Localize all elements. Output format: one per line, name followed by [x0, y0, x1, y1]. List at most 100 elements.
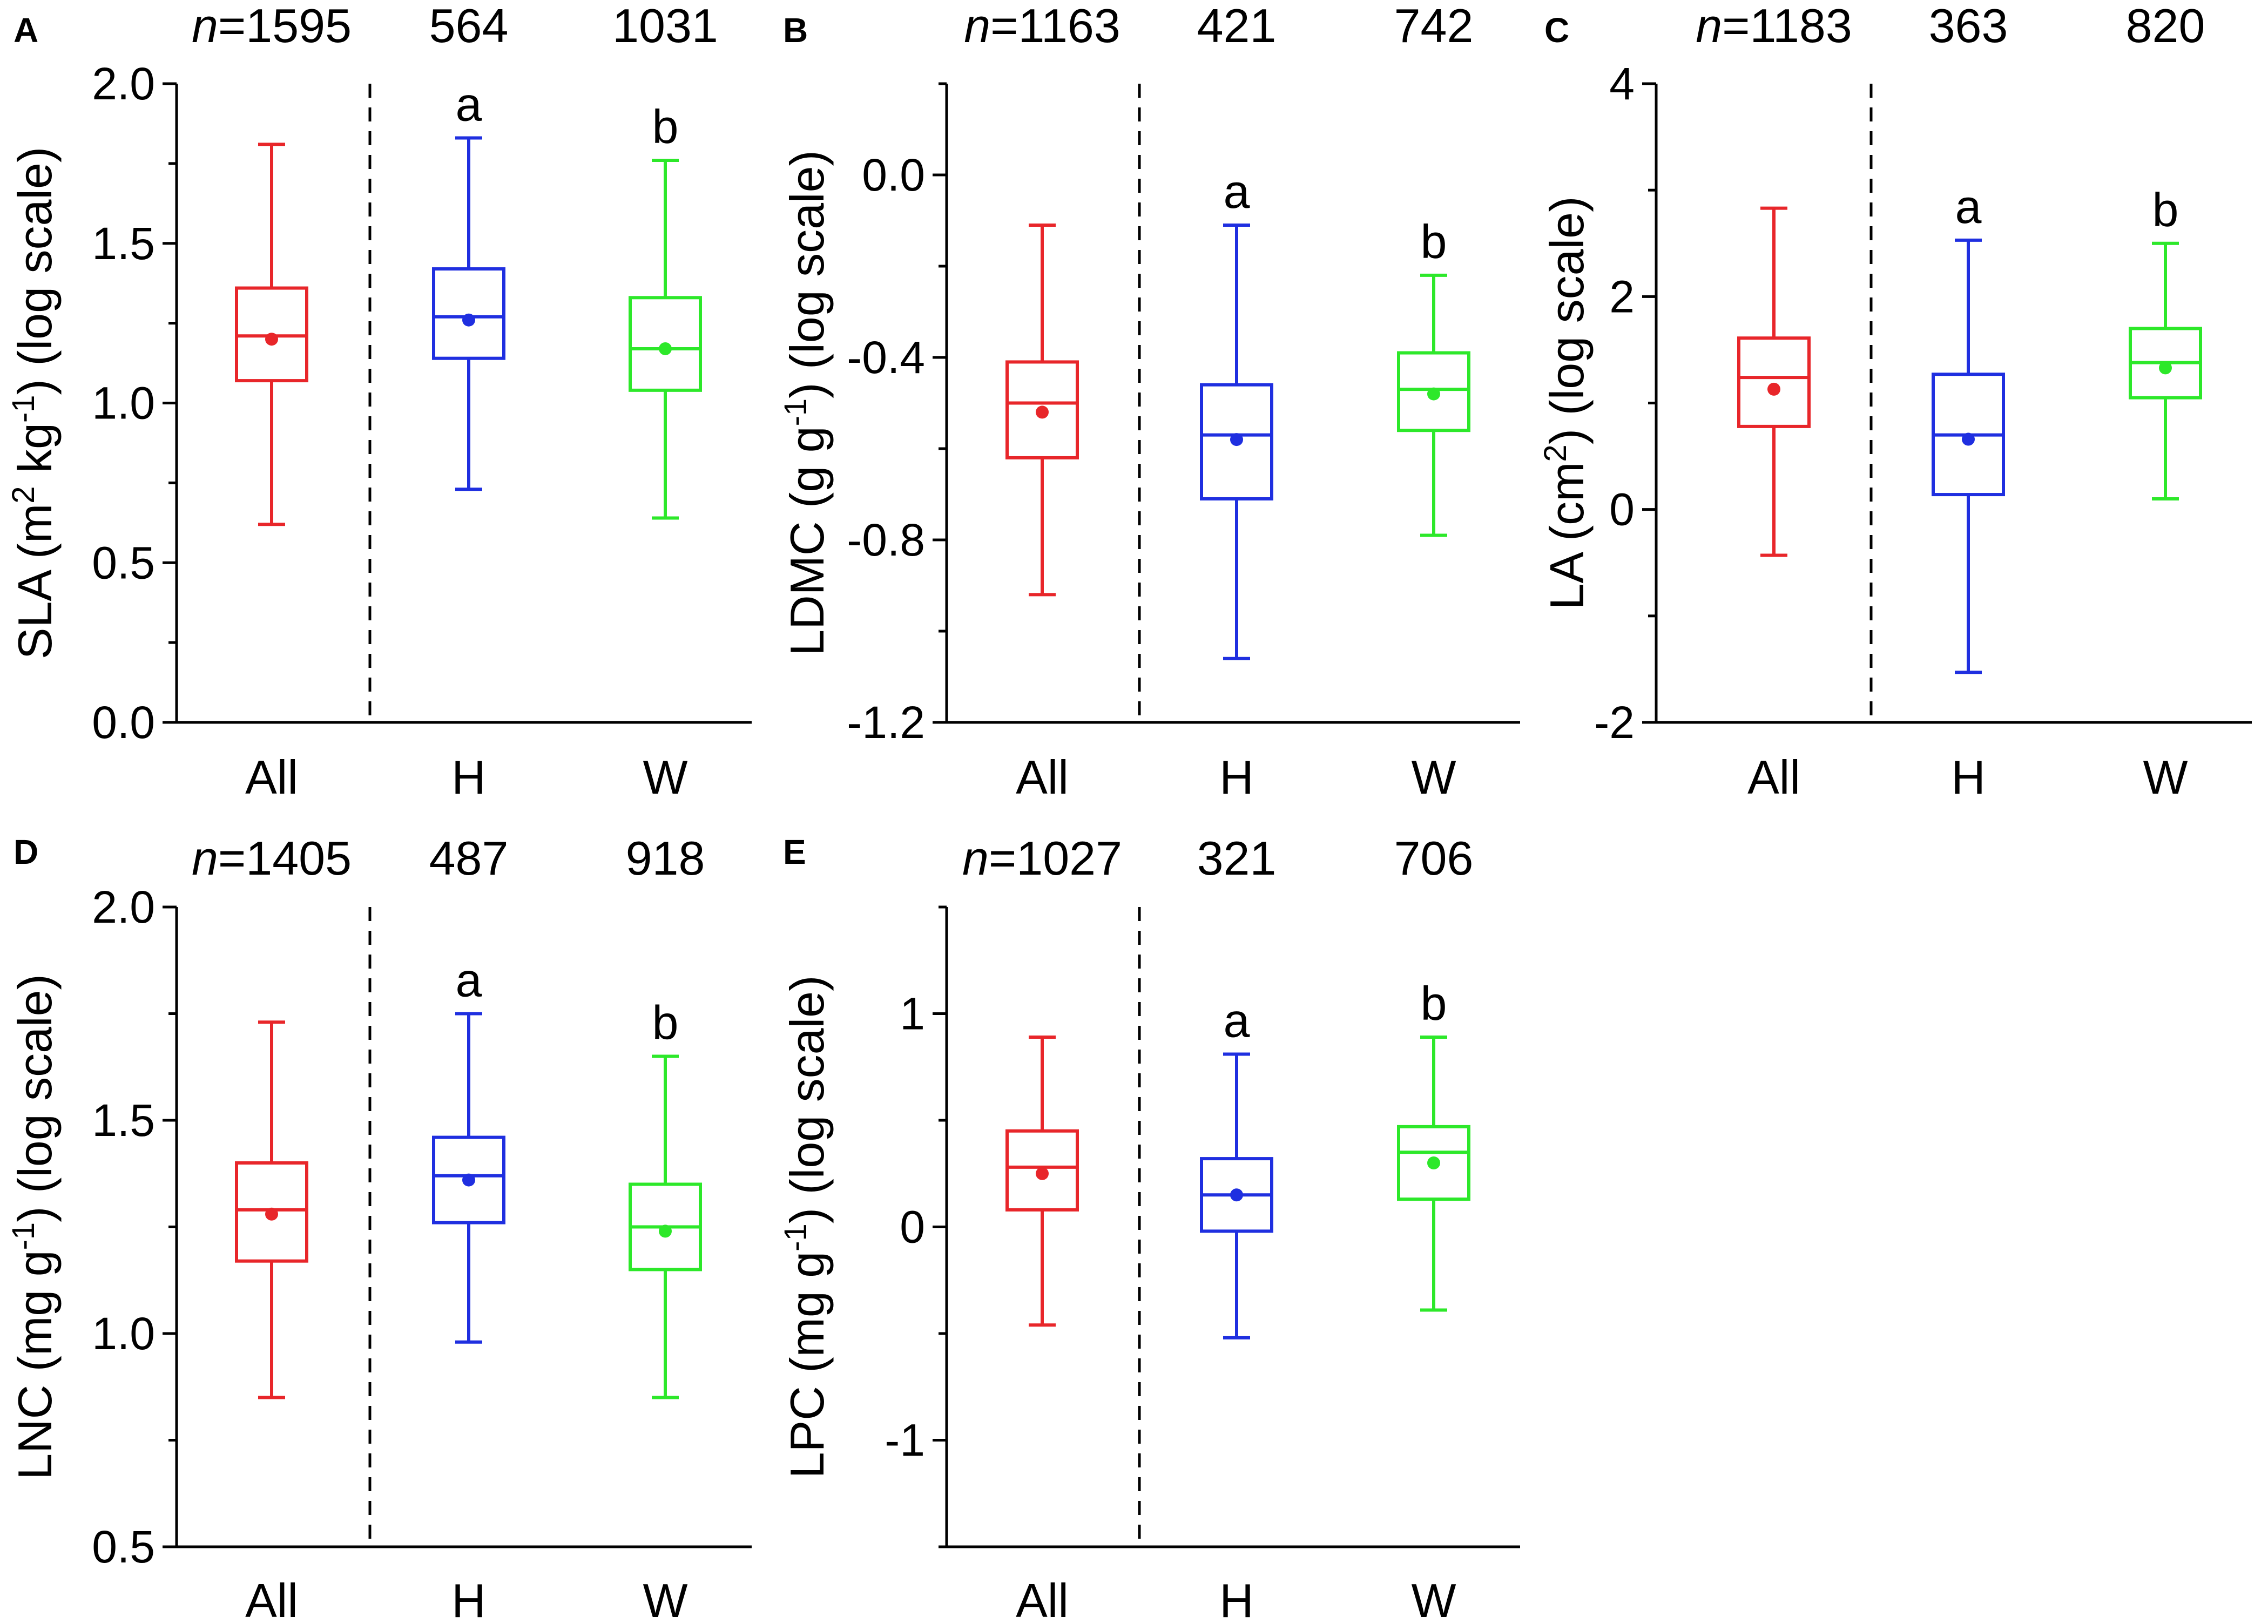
panel-letter: A [14, 11, 38, 50]
y-tick-label: 2.0 [92, 58, 155, 109]
box-All [1005, 1035, 1079, 1327]
y-axis-label: LDMC (g g-1) (log scale) [778, 150, 834, 656]
panel-B: B -1.2 -0.8 -0.4 0.0 LDMC (g g-1) (log scale)… [778, 0, 1520, 804]
panel-letter: B [783, 11, 808, 50]
significance-letter: b [652, 996, 679, 1050]
sample-size-label: 1031 [612, 0, 718, 52]
sample-size-prefix: n [964, 0, 990, 52]
mean-point [265, 1207, 278, 1221]
box-W: b [1397, 215, 1470, 537]
mean-point [1427, 387, 1440, 401]
mean-point [1230, 1188, 1243, 1202]
sample-size-label: n=1595 [192, 0, 352, 52]
y-tick-label: 2 [1609, 271, 1635, 322]
x-category-label: H [1219, 1574, 1254, 1624]
y-tick-label: 1 [900, 989, 925, 1039]
y-axis-label-superscript: -1 [6, 395, 41, 423]
mean-point [2159, 361, 2172, 375]
x-category-label: All [245, 1574, 298, 1624]
x-category-label: H [1951, 750, 1986, 804]
x-category-label: W [1411, 1574, 1456, 1624]
mean-point [265, 333, 278, 346]
sample-size-prefix: n [962, 831, 989, 885]
significance-letter: b [2152, 183, 2179, 236]
y-tick-label: -1 [885, 1415, 925, 1466]
x-category-label: H [1219, 750, 1254, 804]
box-H: a [1200, 165, 1273, 660]
mean-point [1427, 1156, 1440, 1169]
y-axis-label-part: ) (log scale) [1540, 197, 1594, 445]
y-axis-label-part: SLA (m [8, 504, 62, 660]
box-W: b [629, 996, 702, 1399]
box-W: b [629, 100, 702, 520]
y-axis-label-part: LPC (mg g [780, 1251, 834, 1479]
sample-size-label: 363 [1929, 0, 2008, 52]
interquartile-box [629, 296, 702, 392]
box-H: a [432, 78, 505, 491]
y-tick-label: 0 [1609, 484, 1635, 535]
mean-point [1230, 433, 1243, 446]
significance-letter: b [652, 100, 679, 153]
mean-point [1036, 405, 1049, 419]
y-tick-label: 1.0 [92, 378, 155, 429]
box-All [1005, 223, 1079, 597]
y-axis-label: SLA (m2 kg-1) (log scale) [6, 147, 62, 659]
box-All [1737, 206, 1811, 557]
significance-letter: a [1955, 180, 1982, 233]
panel-letter: E [783, 833, 806, 871]
sample-size-prefix: n [1696, 0, 1722, 52]
box-All [235, 143, 308, 526]
significance-letter: b [1421, 215, 1447, 268]
y-axis-label-superscript: -1 [778, 1223, 813, 1251]
y-tick-label: 1.5 [92, 218, 155, 269]
significance-letter: a [1224, 994, 1250, 1047]
x-category-label: W [1411, 750, 1456, 804]
y-axis-label-part: LNC (mg g [8, 1250, 62, 1479]
interquartile-box [1200, 383, 1273, 500]
sample-size-label: n=1163 [964, 0, 1120, 52]
significance-letter: a [456, 78, 482, 131]
sample-size-prefix: n [192, 0, 218, 52]
sample-size-value: =1163 [990, 0, 1120, 52]
y-axis-label-part: LA (cm [1540, 462, 1594, 610]
mean-point [462, 1173, 475, 1187]
sample-size-label: 487 [429, 831, 509, 885]
sample-size-label: 918 [626, 831, 705, 885]
y-tick-label: 0.5 [92, 537, 155, 588]
panel-A: A 0.0 0.5 1.0 1.5 2.0 SLA (m2 kg-1) (log scale… [6, 0, 752, 804]
y-tick-label: -0.8 [847, 515, 925, 565]
box-H: a [1932, 180, 2005, 674]
y-axis-label-superscript: 2 [6, 486, 41, 503]
y-axis-label: LNC (mg g-1) (log scale) [6, 974, 62, 1480]
y-axis-label-part: ) (log scale) [780, 976, 834, 1224]
box-All [235, 1020, 308, 1399]
panel-letter: D [14, 833, 38, 871]
x-category-label: All [1016, 1574, 1069, 1624]
y-axis-label-superscript: 2 [1538, 444, 1573, 462]
panel-D: D 0.5 1.0 1.5 2.0 LNC (mg g-1) (log scale) All… [6, 831, 752, 1624]
interquartile-box [235, 1161, 308, 1263]
interquartile-box [432, 267, 505, 360]
mean-point [462, 313, 475, 327]
y-axis-label-part: ) (log scale) [8, 147, 62, 395]
mean-point [1036, 1167, 1049, 1180]
box-W: b [2129, 183, 2202, 500]
box-W: b [1397, 977, 1470, 1312]
x-category-label: H [451, 750, 486, 804]
y-tick-label: -2 [1594, 697, 1635, 748]
sample-size-value: =1027 [989, 831, 1122, 885]
y-tick-label: 0.0 [862, 150, 925, 200]
y-tick-label: 1.0 [92, 1308, 155, 1359]
box-H: a [432, 953, 505, 1344]
y-tick-label: 2.0 [92, 882, 155, 932]
y-tick-label: -1.2 [847, 697, 925, 748]
y-axis-label-part: LDMC (g g [780, 426, 834, 655]
y-axis-label-part: ) (log scale) [780, 150, 834, 398]
y-tick-label: 0.5 [92, 1521, 155, 1572]
sample-size-label: 564 [429, 0, 509, 52]
significance-letter: b [1421, 977, 1447, 1030]
y-axis-label-superscript: -1 [778, 398, 813, 427]
y-axis-label-superscript: -1 [6, 1222, 41, 1250]
